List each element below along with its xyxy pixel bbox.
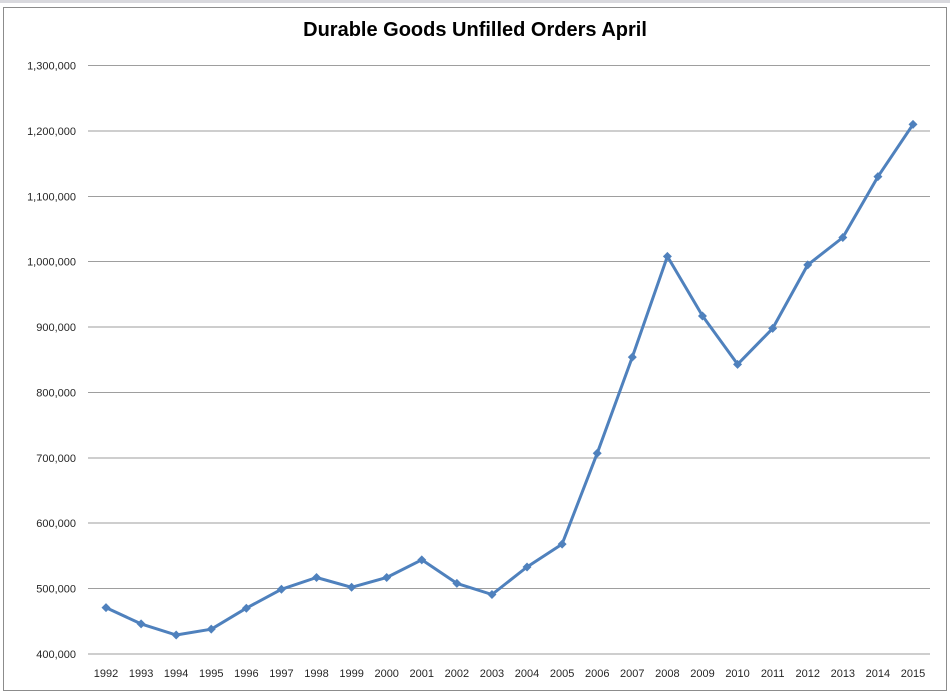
data-point-marker-2011 bbox=[768, 323, 778, 333]
x-axis-tick-label-1995: 1995 bbox=[199, 668, 223, 680]
x-axis-tick-label-2015: 2015 bbox=[901, 668, 925, 680]
x-axis-tick-label-2011: 2011 bbox=[761, 668, 785, 680]
data-point-marker-2003 bbox=[487, 589, 497, 599]
chart-frame bbox=[3, 7, 947, 691]
data-point-marker-2012 bbox=[803, 260, 813, 270]
x-axis-tick-label-2002: 2002 bbox=[445, 668, 469, 680]
x-axis-tick-label-2001: 2001 bbox=[410, 668, 434, 680]
y-axis-tick-label-1200000: 1,200,000 bbox=[27, 126, 76, 138]
y-axis-tick-label-400000: 400,000 bbox=[36, 649, 76, 661]
x-axis-tick-label-1996: 1996 bbox=[234, 668, 258, 680]
y-axis-tick-label-700000: 700,000 bbox=[36, 453, 76, 465]
data-point-marker-2005 bbox=[557, 539, 567, 549]
data-point-marker-2006 bbox=[592, 448, 602, 458]
x-axis-tick-label-1998: 1998 bbox=[304, 668, 328, 680]
x-axis-tick-label-2004: 2004 bbox=[515, 668, 539, 680]
data-point-marker-1992 bbox=[101, 603, 111, 613]
data-point-marker-1994 bbox=[171, 630, 181, 640]
x-axis-tick-label-2007: 2007 bbox=[620, 668, 644, 680]
window-top-strip bbox=[0, 0, 950, 3]
chart-title: Durable Goods Unfilled Orders April bbox=[303, 19, 647, 41]
x-axis-tick-label-1999: 1999 bbox=[339, 668, 363, 680]
y-axis-tick-label-1300000: 1,300,000 bbox=[27, 61, 76, 73]
data-point-marker-2004 bbox=[522, 562, 532, 572]
data-point-marker-2007 bbox=[627, 352, 637, 362]
data-point-marker-2002 bbox=[452, 578, 462, 588]
data-point-marker-2013 bbox=[838, 232, 848, 242]
y-axis-tick-label-900000: 900,000 bbox=[36, 322, 76, 334]
data-point-marker-1998 bbox=[312, 572, 322, 582]
y-axis-tick-label-600000: 600,000 bbox=[36, 518, 76, 530]
series-line bbox=[104, 122, 915, 637]
y-axis-tick-label-1000000: 1,000,000 bbox=[27, 257, 76, 269]
x-axis-tick-label-1992: 1992 bbox=[94, 668, 118, 680]
data-point-marker-2009 bbox=[697, 311, 707, 321]
x-axis-tick-label-2006: 2006 bbox=[585, 668, 609, 680]
data-point-marker-1996 bbox=[241, 603, 251, 613]
x-axis-tick-label-2000: 2000 bbox=[374, 668, 398, 680]
data-point-marker-2008 bbox=[662, 251, 672, 261]
data-point-marker-2001 bbox=[417, 555, 427, 565]
x-axis-tick-label-1993: 1993 bbox=[129, 668, 153, 680]
data-point-marker-1997 bbox=[276, 584, 286, 594]
x-axis-tick-label-2003: 2003 bbox=[480, 668, 504, 680]
x-axis-tick-label-2013: 2013 bbox=[831, 668, 855, 680]
x-axis-tick-label-1994: 1994 bbox=[164, 668, 188, 680]
data-point-marker-1993 bbox=[136, 619, 146, 629]
x-axis-tick-label-1997: 1997 bbox=[269, 668, 293, 680]
x-axis-tick-label-2012: 2012 bbox=[795, 668, 819, 680]
data-point-marker-1995 bbox=[206, 624, 216, 634]
y-axis-tick-label-1100000: 1,100,000 bbox=[27, 191, 76, 203]
data-point-marker-2015 bbox=[908, 119, 918, 129]
data-point-marker-2010 bbox=[733, 359, 743, 369]
x-axis-tick-label-2005: 2005 bbox=[550, 668, 574, 680]
x-axis-tick-label-2014: 2014 bbox=[866, 668, 890, 680]
data-point-marker-2000 bbox=[382, 572, 392, 582]
x-axis-tick-label-2010: 2010 bbox=[725, 668, 749, 680]
data-point-marker-2014 bbox=[873, 172, 883, 182]
y-axis-tick-label-500000: 500,000 bbox=[36, 584, 76, 596]
y-axis-tick-label-800000: 800,000 bbox=[36, 387, 76, 399]
data-point-marker-1999 bbox=[347, 582, 357, 592]
x-axis-tick-label-2008: 2008 bbox=[655, 668, 679, 680]
x-axis-tick-label-2009: 2009 bbox=[690, 668, 714, 680]
